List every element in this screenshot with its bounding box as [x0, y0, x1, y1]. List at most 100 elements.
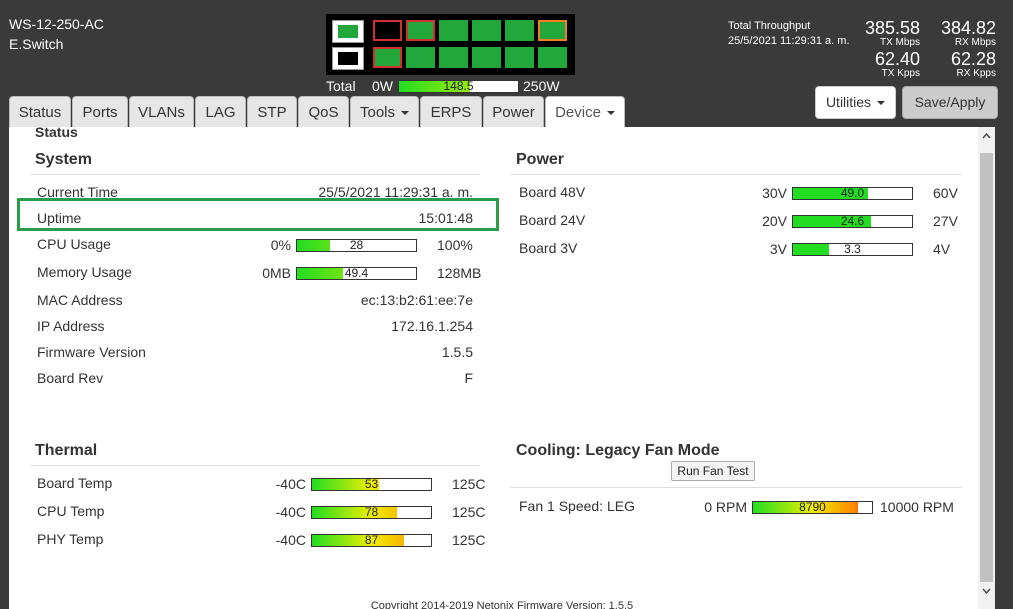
- gauge-fill: [312, 507, 398, 518]
- scroll-down[interactable]: [982, 588, 991, 594]
- tab-label: Tools: [359, 104, 396, 121]
- content-panel: Status System Power Thermal Cooling: Leg…: [9, 127, 995, 609]
- port: [406, 47, 435, 68]
- row-label: CPU Temp: [37, 503, 105, 519]
- row-value: 15:01:48: [418, 210, 474, 226]
- row-label: Board Rev: [37, 370, 104, 386]
- save-button[interactable]: Save/Apply: [902, 86, 998, 119]
- tab-active[interactable]: Device: [545, 96, 625, 128]
- gauge-min: 0W: [372, 78, 393, 94]
- scroll-thumb[interactable]: [980, 153, 993, 582]
- sfp-port: [332, 47, 364, 70]
- row-value: F: [464, 370, 473, 386]
- section-title: Cooling: Legacy Fan Mode: [516, 442, 720, 459]
- gauge-value: 28: [349, 239, 364, 252]
- tx-kpps: 62.40: [874, 49, 920, 69]
- gauge: 87: [311, 534, 432, 547]
- section-title: Thermal: [35, 442, 98, 459]
- tab[interactable]: Status: [9, 96, 71, 127]
- row-label: Board 24V: [519, 212, 586, 228]
- port: [373, 47, 402, 68]
- row-label: MAC Address: [37, 292, 123, 308]
- utilities-button[interactable]: Utilities: [815, 86, 896, 119]
- gauge-max: 125C: [452, 532, 486, 548]
- port: [472, 47, 501, 68]
- run-fan-test-button[interactable]: Run Fan Test: [671, 461, 755, 481]
- row-label: PHY Temp: [37, 531, 104, 547]
- gauge-min: -40C: [275, 532, 306, 548]
- row-value: ec:13:b2:61:ee:7e: [360, 292, 473, 308]
- button-label: Utilities: [825, 94, 872, 110]
- gauge-fill: [793, 244, 829, 255]
- gauge-min: -40C: [275, 476, 306, 492]
- gauge-value: 78: [364, 506, 379, 519]
- gauge-value: 53: [364, 478, 379, 491]
- gauge-value: 3.3: [844, 243, 861, 256]
- gauge: 3.3: [792, 243, 913, 256]
- port: [373, 20, 402, 41]
- tab[interactable]: VLANs: [129, 96, 194, 127]
- tab-label: Device: [555, 104, 601, 121]
- port: [439, 47, 468, 68]
- divider: [30, 174, 480, 175]
- gauge-value: 24.6: [840, 215, 865, 228]
- row-value: 25/5/2021 11:29:31 a. m.: [318, 184, 473, 200]
- port: [406, 20, 435, 41]
- model: WS-12-250-AC: [9, 16, 104, 32]
- highlight-box: [17, 198, 499, 231]
- tab[interactable]: STP: [247, 96, 297, 127]
- gauge-value: 49.0: [840, 187, 865, 200]
- tab[interactable]: Tools: [350, 96, 419, 127]
- row-label: Fan 1 Speed: LEG: [519, 498, 635, 514]
- tab[interactable]: ERPS: [420, 96, 482, 127]
- port: [505, 20, 534, 41]
- tab[interactable]: Power: [483, 96, 544, 127]
- scrollbar[interactable]: [978, 127, 995, 609]
- tab[interactable]: LAG: [195, 96, 246, 127]
- gauge-min: 0MB: [262, 265, 291, 281]
- gauge-value: 87: [364, 534, 379, 547]
- gauge: 78: [311, 506, 432, 519]
- tx-mbps: 385.58: [864, 18, 920, 38]
- gauge-min: 3V: [769, 241, 787, 257]
- row-label: Board 3V: [519, 240, 578, 256]
- tx-kpps-unit: TX Kpps: [881, 68, 920, 79]
- divider: [510, 174, 962, 175]
- port: [439, 20, 468, 41]
- gauge-fill: [399, 81, 470, 92]
- gauge-max: 60V: [933, 185, 958, 201]
- row-label: Current Time: [37, 184, 118, 200]
- scroll-up[interactable]: [982, 133, 991, 139]
- gauge-max: 125C: [452, 504, 486, 520]
- sfp-port: [332, 20, 364, 43]
- gauge-fill: [793, 216, 872, 227]
- port: [505, 47, 534, 68]
- gauge-fill: [753, 502, 858, 513]
- gauge-max: 128MB: [437, 265, 482, 281]
- gauge: 148.5: [398, 80, 519, 93]
- throughput-time: 25/5/2021 11:29:31 a. m.: [728, 35, 850, 47]
- rx-kpps-unit: RX Kpps: [956, 68, 996, 79]
- tab[interactable]: QoS: [298, 96, 349, 127]
- gauge-min: -40C: [275, 504, 306, 520]
- section-title: Power: [516, 151, 565, 168]
- tx-mbps-unit: TX Mbps: [879, 37, 920, 48]
- tab[interactable]: Ports: [72, 96, 128, 127]
- gauge-fill: [312, 535, 404, 546]
- divider: [510, 487, 962, 488]
- row-label: Board 48V: [519, 184, 586, 200]
- port: [538, 47, 567, 68]
- gauge-fill: [297, 268, 343, 279]
- row-value: 172.16.1.254: [391, 318, 473, 334]
- gauge-value: 8790: [799, 501, 826, 514]
- rx-mbps-unit: RX Mbps: [954, 37, 996, 48]
- gauge-value: 49.4: [344, 267, 369, 280]
- gauge-fill: [793, 188, 869, 199]
- row-label: Memory Usage: [37, 264, 132, 280]
- gauge: 49.4: [296, 267, 417, 280]
- gauge: 24.6: [792, 215, 913, 228]
- gauge-max: 10000 RPM: [880, 499, 954, 515]
- gauge-fill: [297, 240, 331, 251]
- row-label: CPU Usage: [37, 236, 111, 252]
- gauge-max: 100%: [437, 237, 473, 253]
